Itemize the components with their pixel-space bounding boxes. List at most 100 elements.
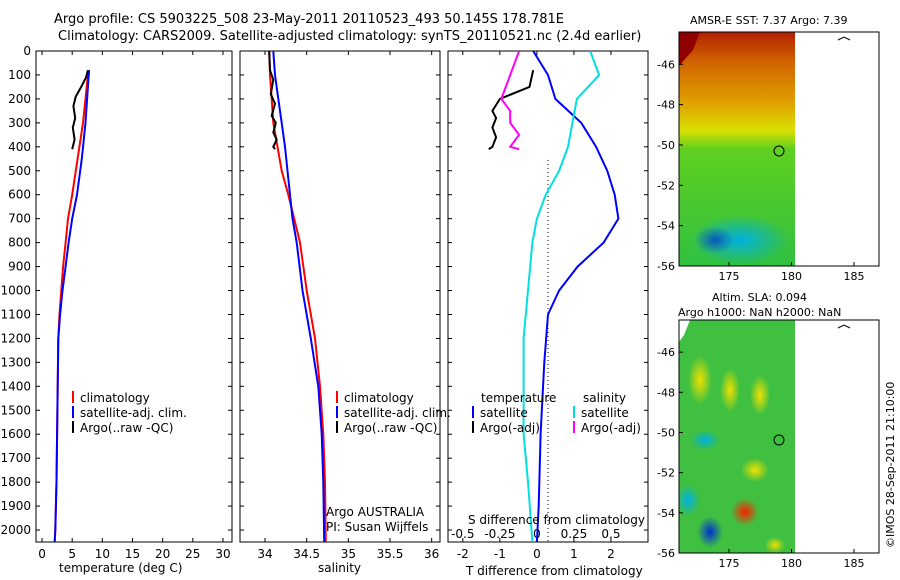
sst-map-axes: 175 180 185 -46 -48 -50 -52 -54 -56: [657, 58, 864, 283]
x-tick-label: 2: [607, 547, 615, 561]
y-tick-label: 1500: [0, 403, 31, 417]
y-tick-label: 800: [8, 236, 31, 250]
y-tick-label: 1800: [0, 475, 31, 489]
x-tick-label: 36: [424, 547, 439, 561]
sla-land: [679, 320, 690, 342]
map-y-tick-label: -46: [657, 58, 675, 71]
y-tick-label: 500: [8, 164, 31, 178]
sla-patch: [679, 484, 700, 516]
map-y-tick-label: -50: [657, 426, 675, 439]
annotation-pi: PI: Susan Wijffels: [326, 520, 428, 534]
difference-x-axis: -2 -1 0 1 2-0.5 -0.25 0 0.25 0.5: [451, 51, 621, 561]
sla-map-title-line2: Argo h1000: NaN h2000: NaN: [678, 306, 842, 319]
y-tick-label: 1200: [0, 331, 31, 345]
legend-text: satellite-adj. clim.: [344, 406, 451, 420]
salinity-xlabel: salinity: [318, 561, 361, 575]
series-line-satellite-adj-clim-: [53, 70, 91, 542]
legend-text: satellite: [581, 406, 629, 420]
map-x-tick-label: 175: [719, 270, 740, 283]
y-tick-label: 200: [8, 92, 31, 106]
x2-tick-label: 0.25: [561, 527, 588, 541]
y-tick-label: 1600: [0, 427, 31, 441]
sla-cold-eddy: [697, 516, 723, 548]
y-tick-label: 0: [23, 44, 31, 58]
map-y-tick-label: -54: [657, 507, 675, 520]
x-tick-label: 20: [155, 547, 170, 561]
y-tick-label: 1100: [0, 307, 31, 321]
y-tick-label: 100: [8, 68, 31, 82]
annotation-argo-australia: Argo AUSTRALIA: [326, 505, 425, 519]
map-y-tick-label: -50: [657, 139, 675, 152]
sla-patch: [741, 458, 769, 482]
temperature-panel-frame: [35, 50, 233, 543]
difference-xlabel: T difference from climatology: [465, 564, 643, 578]
map-y-tick-label: -56: [657, 547, 675, 560]
map-x-tick-label: 180: [781, 557, 802, 570]
salinity-panel-frame: [239, 50, 441, 543]
series-line-temperature-argo-adj-: [488, 69, 535, 151]
temperature-x-axis: 0 5 10 15 20 25 30: [38, 51, 231, 561]
x-tick-label: 0: [533, 547, 541, 561]
y-tick-label: 300: [8, 116, 31, 130]
series-line-salinity-satellite: [522, 51, 601, 542]
depth-axis: 0 100 200 300 400 500 600 700 800 900 1000 1100 1200…: [0, 44, 648, 537]
map-y-tick-label: -48: [657, 99, 675, 112]
x2-tick-label: -0.5: [451, 527, 474, 541]
difference-series: [488, 51, 620, 542]
map-y-tick-label: -54: [657, 220, 675, 233]
map-y-tick-label: -52: [657, 467, 675, 480]
x2-tick-label: 0.5: [601, 527, 620, 541]
salinity-legend: climatology satellite-adj. clim. Argo(..…: [326, 391, 451, 534]
x2-tick-label: -0.25: [484, 527, 515, 541]
y-tick-label: 700: [8, 212, 31, 226]
figure-title-line2: Climatology: CARS2009. Satellite-adjuste…: [58, 29, 642, 44]
sst-land: [679, 32, 700, 66]
y-tick-label: 1400: [0, 379, 31, 393]
y-tick-label: 1900: [0, 499, 31, 513]
argo-location-marker: [773, 145, 785, 157]
difference-legend: temperature salinity satellite Argo(-adj…: [472, 391, 641, 435]
legend-header-temperature: temperature: [481, 391, 556, 405]
figure-title-line1: Argo profile: CS 5903225_508 23-May-2011…: [54, 12, 564, 27]
x-tick-label: 25: [185, 547, 200, 561]
series-line-temperature-satellite: [532, 51, 620, 542]
sla-map: [679, 320, 851, 553]
legend-text: climatology: [344, 391, 414, 405]
legend-text: satellite: [480, 406, 528, 420]
map-y-tick-label: -46: [657, 346, 675, 359]
legend-text: climatology: [80, 391, 150, 405]
legend-text: Argo(..raw -QC): [80, 421, 173, 435]
x-tick-label: 1: [570, 547, 578, 561]
sla-map-frame: [678, 319, 880, 554]
sla-map-axes: 175 180 185 -46 -48 -50 -52 -54 -56: [657, 346, 864, 570]
x-tick-label: 34: [257, 547, 272, 561]
series-line-climatology: [268, 51, 327, 542]
legend-text: Argo(-adj): [581, 421, 641, 435]
map-x-tick-label: 185: [844, 557, 865, 570]
y-tick-label: 2000: [0, 523, 31, 537]
coastline: [837, 324, 851, 329]
y-tick-label: 600: [8, 188, 31, 202]
x-tick-label: 34.5: [293, 547, 320, 561]
y-tick-label: 1700: [0, 451, 31, 465]
x-tick-label: 35: [341, 547, 356, 561]
salinity-x-axis: 34 34.5 35 35.5 36: [257, 51, 439, 561]
x-tick-label: 5: [68, 547, 76, 561]
sla-patch: [750, 375, 770, 415]
x-tick-label: 10: [95, 547, 110, 561]
series-line-argo-raw-qc-: [71, 69, 89, 150]
x-tick-label: 0: [38, 547, 46, 561]
difference-x2label: S difference from climatology: [468, 513, 645, 527]
x-tick-label: 15: [125, 547, 140, 561]
map-x-tick-label: 180: [781, 270, 802, 283]
x-tick-label: -2: [457, 547, 469, 561]
sla-patch: [765, 537, 785, 553]
map-y-tick-label: -56: [657, 260, 675, 273]
map-y-tick-label: -48: [657, 386, 675, 399]
y-tick-label: 1300: [0, 355, 31, 369]
sla-patch: [720, 368, 740, 412]
sst-map-frame: [678, 31, 880, 267]
legend-text: satellite-adj. clim.: [80, 406, 187, 420]
y-tick-label: 1000: [0, 284, 31, 298]
temperature-series: [53, 69, 91, 542]
